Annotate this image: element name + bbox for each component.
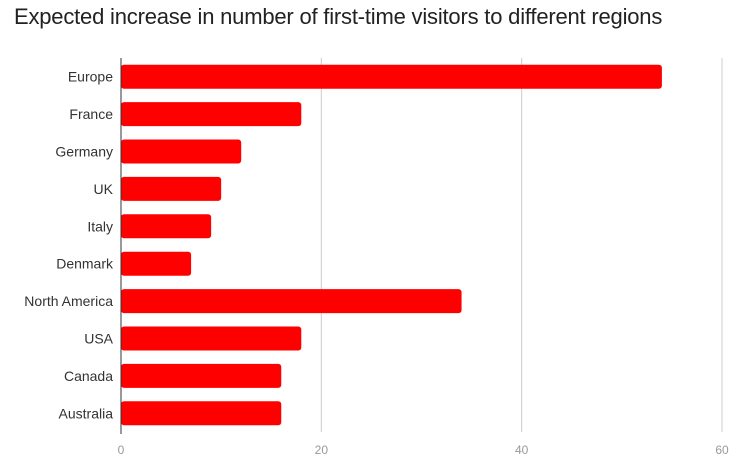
- tick-labels: 0 20 40 60: [118, 443, 729, 457]
- category-label: Germany: [55, 144, 113, 160]
- bar: [121, 64, 662, 89]
- category-label: Europe: [68, 69, 113, 85]
- bar: [121, 139, 242, 164]
- category-label: North America: [24, 293, 113, 309]
- category-label: Australia: [59, 405, 114, 421]
- x-tick-label: 0: [118, 443, 125, 457]
- category-label: Italy: [87, 218, 113, 234]
- category-label: UK: [94, 181, 114, 197]
- x-tick-label: 20: [315, 443, 329, 457]
- category-label: USA: [84, 331, 113, 347]
- category-label: Denmark: [56, 256, 114, 272]
- category-label: France: [69, 106, 113, 122]
- bar: [121, 214, 212, 239]
- gridlines: [320, 58, 723, 432]
- bar: [121, 102, 302, 127]
- bar: [121, 326, 302, 351]
- bar: [121, 363, 282, 388]
- category-labels: Europe France Germany UK Italy Denmark North A…: [24, 69, 114, 422]
- chart-title: Expected increase in number of first-tim…: [14, 4, 663, 29]
- bar: [121, 251, 192, 276]
- bar: [121, 401, 282, 426]
- bar: [121, 176, 222, 201]
- category-label: Canada: [64, 368, 113, 384]
- x-tick-label: 40: [515, 443, 529, 457]
- bars: [121, 64, 662, 426]
- bar: [121, 289, 462, 314]
- x-tick-label: 60: [715, 443, 729, 457]
